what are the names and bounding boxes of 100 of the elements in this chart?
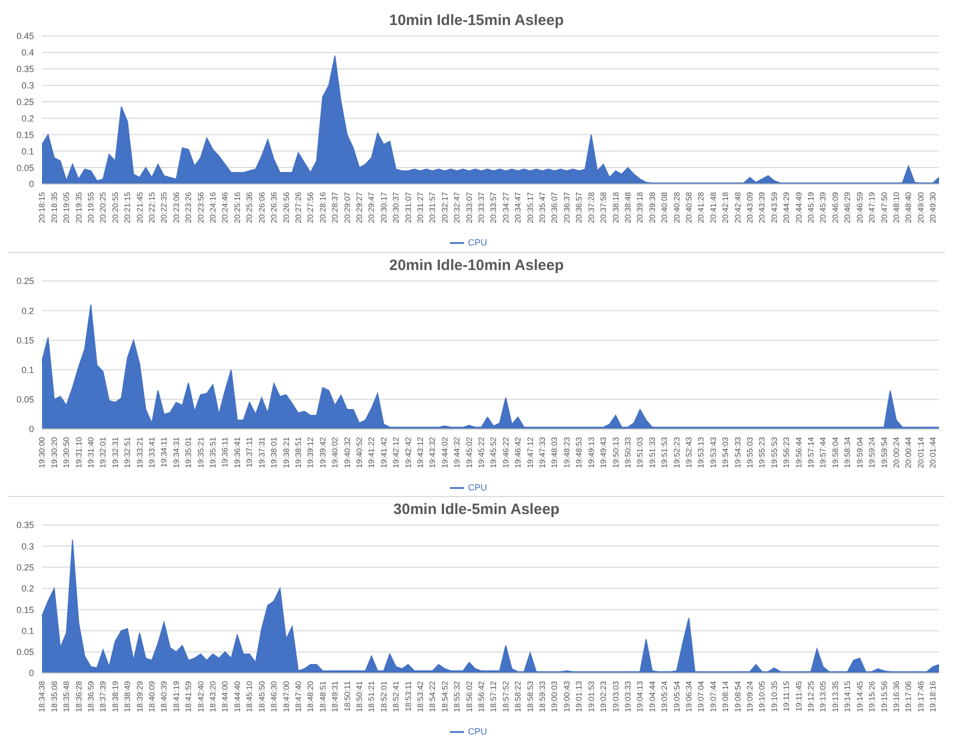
- x-tick-label: 19:45:52: [489, 436, 498, 468]
- x-tick-label: 20:24:16: [208, 191, 218, 224]
- chart-title: 30min Idle-5min Asleep: [392, 500, 561, 520]
- x-tick-label: 20:44:29: [782, 191, 792, 224]
- x-tick-label: 18:53:11: [404, 680, 413, 712]
- x-tick-label: 19:14:15: [843, 680, 852, 712]
- x-tick-label: 20:40:08: [660, 191, 670, 224]
- x-tick-label: 20:44:49: [794, 191, 804, 224]
- x-tick-label: 20:00:44: [904, 436, 914, 468]
- x-tick-label: 19:08:14: [721, 680, 730, 712]
- x-tick-label: 19:58:34: [843, 436, 852, 468]
- x-tick-label: 19:09:24: [746, 680, 755, 712]
- x-tick-label: 18:54:52: [440, 680, 450, 712]
- x-tick-label: 20:23:06: [172, 191, 181, 224]
- x-tick-label: 19:52:23: [672, 436, 682, 468]
- x-tick-label: 18:58:53: [526, 680, 535, 712]
- x-tick-label: 20:43:59: [770, 191, 779, 224]
- x-tick-label: 20:01:14: [916, 436, 926, 468]
- x-tick-label: 18:38:49: [123, 680, 132, 712]
- y-tick-label: 0.25: [16, 562, 34, 572]
- y-tick-label: 0.3: [21, 541, 34, 552]
- x-tick-label: 20:34:27: [501, 191, 510, 224]
- x-tick-label: 19:39:42: [318, 436, 328, 468]
- x-tick-label: 19:50:33: [623, 436, 632, 468]
- x-tick-label: 18:53:42: [416, 680, 426, 712]
- x-tick-label: 19:41:22: [367, 436, 376, 468]
- x-tick-label: 20:39:38: [648, 191, 657, 224]
- x-tick-label: 19:38:21: [282, 436, 291, 468]
- y-tick-label: 0.05: [16, 647, 34, 658]
- y-tick-label: 0.15: [16, 335, 34, 346]
- x-tick-label: 20:47:19: [868, 191, 877, 224]
- x-tick-label: 19:11:45: [794, 680, 804, 712]
- x-tick-label: 19:13:05: [818, 680, 828, 712]
- x-tick-label: 18:56:02: [464, 680, 474, 712]
- x-tick-label: 18:45:10: [245, 680, 254, 712]
- y-tick-label: 0: [28, 179, 34, 190]
- x-tick-label: 20:37:28: [586, 191, 596, 224]
- y-tick-label: 0.2: [21, 113, 34, 124]
- x-tick-label: 20:36:37: [562, 191, 572, 224]
- x-tick-label: 18:57:12: [489, 680, 498, 712]
- x-tick-label: 20:45:39: [818, 191, 828, 224]
- x-tick-label: 19:01:53: [586, 680, 596, 712]
- x-tick-label: 18:41:59: [184, 680, 194, 712]
- y-tick-label: 0.2: [21, 306, 34, 316]
- x-tick-label: 20:22:35: [160, 191, 169, 224]
- x-tick-label: 18:35:08: [50, 680, 59, 712]
- x-tick-label: 19:07:44: [708, 680, 718, 712]
- y-tick-label: 0.35: [16, 520, 34, 530]
- x-tick-label: 20:27:56: [306, 191, 316, 224]
- x-tick-label: 19:59:24: [868, 436, 877, 468]
- x-tick-label: 18:46:30: [270, 680, 279, 712]
- x-tick-label: 19:45:02: [464, 436, 474, 468]
- x-tick-label: 18:35:48: [62, 680, 72, 712]
- x-tick-label: 19:17:46: [916, 680, 926, 712]
- x-tick-label: 20:21:45: [135, 191, 144, 224]
- x-tick-label: 18:48:20: [306, 680, 316, 712]
- x-tick-label: 19:40:32: [342, 436, 352, 468]
- x-tick-label: 19:03:33: [623, 680, 632, 712]
- x-tick-label: 20:23:56: [196, 191, 206, 224]
- x-tick-label: 19:38:01: [270, 436, 279, 468]
- x-tick-label: 20:41:48: [708, 191, 718, 224]
- x-tick-label: 19:59:54: [880, 436, 889, 468]
- x-tick-label: 20:48:10: [892, 191, 901, 224]
- x-tick-label: 19:43:12: [416, 436, 426, 468]
- y-tick-label: 0.05: [16, 162, 34, 173]
- x-tick-label: 18:40:39: [160, 680, 169, 712]
- x-tick-label: 19:37:11: [245, 436, 254, 468]
- x-tick-label: 19:55:23: [758, 436, 767, 468]
- x-tick-label: 20:41:28: [696, 191, 706, 224]
- x-tick-label: 19:44:02: [440, 436, 450, 468]
- x-tick-label: 18:50:11: [342, 680, 352, 712]
- x-tick-label: 19:44:32: [452, 436, 462, 468]
- x-tick-label: 18:44:00: [220, 680, 230, 712]
- x-tick-label: 20:26:06: [257, 191, 266, 224]
- x-tick-label: 20:46:59: [855, 191, 864, 224]
- x-tick-label: 19:45:22: [477, 436, 486, 468]
- x-tick-label: 20:23:26: [184, 191, 194, 224]
- x-tick-label: 19:17:06: [904, 680, 914, 712]
- x-tick-label: 19:49:13: [586, 436, 596, 468]
- x-tick-label: 20:31:07: [404, 191, 413, 224]
- x-tick-label: 20:26:56: [282, 191, 291, 224]
- x-tick-label: 19:05:24: [660, 680, 670, 712]
- x-tick-label: 18:47:00: [282, 680, 291, 712]
- x-tick-label: 19:07:04: [696, 680, 706, 712]
- x-tick-label: 20:39:18: [636, 191, 645, 224]
- x-tick-label: 19:01:13: [574, 680, 584, 712]
- x-tick-label: 20:24:46: [220, 191, 230, 224]
- x-tick-label: 19:35:51: [208, 436, 218, 468]
- x-tick-label: 19:36:11: [220, 436, 230, 468]
- x-tick-label: 18:57:52: [501, 680, 510, 712]
- x-tick-label: 19:53:13: [696, 436, 706, 468]
- y-tick-label: 0.05: [16, 394, 34, 405]
- x-tick-label: 20:00:24: [892, 436, 901, 468]
- x-tick-label: 19:46:42: [514, 436, 523, 468]
- x-tick-label: 19:32:01: [98, 436, 108, 468]
- x-tick-label: 20:29:47: [367, 191, 376, 224]
- x-tick-label: 19:55:03: [746, 436, 755, 468]
- y-tick-label: 0.3: [21, 80, 34, 91]
- x-tick-label: 20:49:30: [928, 191, 938, 224]
- x-tick-label: 20:30:37: [392, 191, 401, 224]
